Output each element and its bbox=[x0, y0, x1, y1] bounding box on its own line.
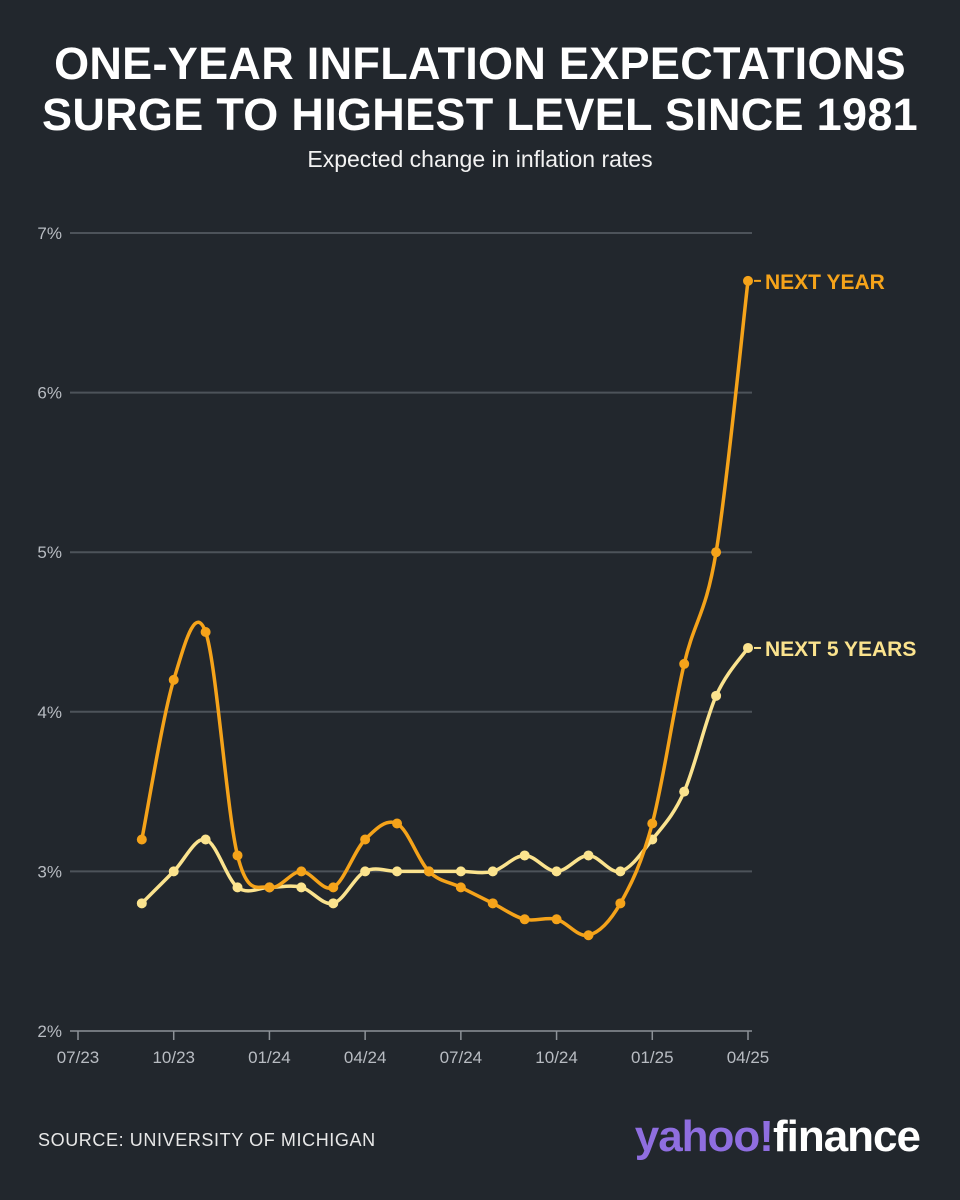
data-point-next-year bbox=[519, 914, 530, 925]
data-point-next-year bbox=[392, 818, 403, 829]
series-next-year bbox=[136, 275, 753, 941]
data-point-next-year bbox=[679, 658, 690, 669]
data-point-next-5-years bbox=[392, 866, 403, 877]
data-point-next-5-years bbox=[136, 898, 147, 909]
data-point-next-5-years bbox=[615, 866, 626, 877]
data-point-next-5-years bbox=[455, 866, 466, 877]
data-point-next-year bbox=[423, 866, 434, 877]
x-tick-label: 10/24 bbox=[535, 1048, 578, 1067]
data-point-next-5-years bbox=[583, 850, 594, 861]
grid-lines bbox=[70, 232, 752, 873]
logo-yahoo: yahoo! bbox=[634, 1112, 774, 1161]
data-point-next-year bbox=[264, 882, 275, 893]
data-point-next-5-years bbox=[200, 834, 211, 845]
x-tick-label: 04/25 bbox=[727, 1048, 770, 1067]
data-point-next-5-years bbox=[711, 690, 722, 701]
y-tick-label: 2% bbox=[37, 1022, 62, 1041]
data-point-next-year bbox=[647, 818, 658, 829]
y-tick-label: 6% bbox=[37, 384, 62, 403]
data-point-next-year bbox=[296, 866, 307, 877]
x-tick-label: 01/25 bbox=[631, 1048, 674, 1067]
data-point-next-5-years bbox=[679, 786, 690, 797]
series-line-next-year bbox=[140, 279, 750, 938]
data-point-next-year bbox=[168, 674, 179, 685]
y-tick-label: 3% bbox=[37, 862, 62, 881]
data-point-next-year bbox=[583, 930, 594, 941]
y-tick-label: 4% bbox=[37, 703, 62, 722]
x-tick-label: 10/23 bbox=[152, 1048, 195, 1067]
data-point-next-year bbox=[360, 834, 371, 845]
logo-finance: finance bbox=[772, 1112, 921, 1161]
data-point-next-5-years bbox=[519, 850, 530, 861]
yahoo-finance-logo: yahoo!finance bbox=[634, 1112, 921, 1162]
x-tick-label: 04/24 bbox=[344, 1048, 387, 1067]
data-point-next-5-years bbox=[328, 898, 339, 909]
data-point-next-year bbox=[200, 627, 211, 637]
y-tick-label: 7% bbox=[37, 224, 62, 243]
series-line-next-5-years bbox=[140, 646, 750, 906]
series-next-5-years bbox=[136, 642, 753, 909]
title-line-1: ONE-YEAR INFLATION EXPECTATIONS bbox=[54, 38, 906, 89]
chart-subtitle: Expected change in inflation rates bbox=[307, 146, 653, 172]
series-label-next-year: NEXT YEAR bbox=[765, 271, 885, 294]
source-note: SOURCE: UNIVERSITY OF MICHIGAN bbox=[38, 1130, 376, 1150]
data-point-next-year bbox=[136, 834, 147, 845]
data-point-next-year bbox=[615, 898, 626, 909]
series-labels: NEXT 5 YEARS NEXT YEAR bbox=[754, 271, 916, 661]
data-point-next-year bbox=[551, 914, 562, 925]
x-tick-label: 07/24 bbox=[440, 1048, 483, 1067]
title-line-2: SURGE TO HIGHEST LEVEL SINCE 1981 bbox=[42, 89, 918, 140]
data-point-next-5-years bbox=[360, 866, 371, 877]
data-point-next-5-years bbox=[743, 642, 753, 653]
data-point-next-5-years bbox=[296, 882, 307, 893]
data-point-next-year bbox=[743, 275, 753, 286]
x-axis-labels: 07/23 10/23 01/24 04/24 07/24 10/24 01/25 04/25 bbox=[57, 1048, 770, 1067]
data-point-next-5-years bbox=[551, 866, 562, 877]
x-tick-label: 07/23 bbox=[57, 1048, 100, 1067]
data-point-next-5-years bbox=[168, 866, 179, 877]
y-tick-label: 5% bbox=[37, 543, 62, 562]
y-axis-labels: 2% 3% 4% 5% 6% 7% bbox=[37, 224, 62, 1041]
data-point-next-year bbox=[455, 882, 466, 893]
chart-title: ONE-YEAR INFLATION EXPECTATIONS SURGE TO… bbox=[0, 38, 960, 140]
data-point-next-5-years bbox=[487, 866, 498, 877]
data-point-next-year bbox=[328, 882, 339, 893]
x-axis bbox=[70, 1030, 752, 1040]
series-label-next-5-years: NEXT 5 YEARS bbox=[765, 638, 916, 661]
data-point-next-year bbox=[232, 850, 243, 861]
data-point-next-year bbox=[711, 547, 722, 558]
data-point-next-year bbox=[487, 898, 498, 909]
data-point-next-5-years bbox=[232, 882, 243, 893]
x-tick-label: 01/24 bbox=[248, 1048, 291, 1067]
series-lines bbox=[136, 275, 753, 941]
